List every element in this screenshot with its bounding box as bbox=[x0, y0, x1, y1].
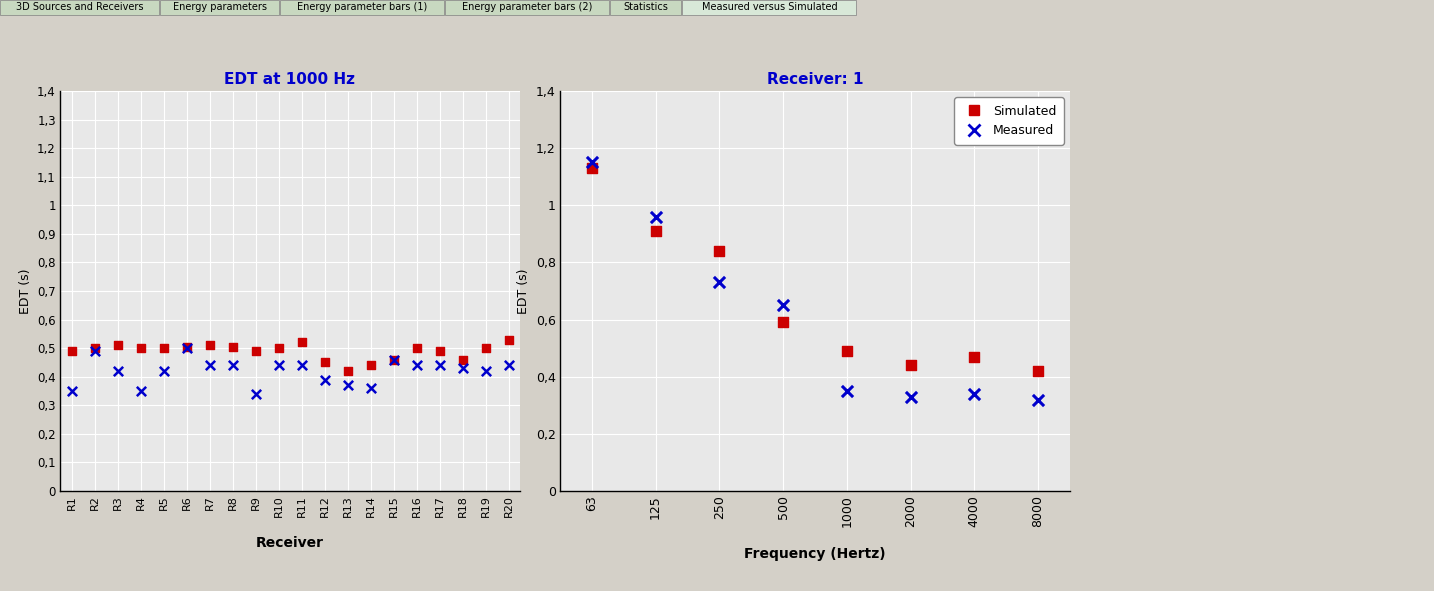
X-axis label: Receiver: Receiver bbox=[257, 537, 324, 550]
Text: Energy parameters: Energy parameters bbox=[174, 2, 267, 12]
Point bbox=[452, 363, 475, 373]
Point bbox=[644, 212, 667, 222]
Point bbox=[358, 361, 381, 370]
Point bbox=[475, 366, 498, 376]
Point bbox=[1027, 395, 1050, 404]
Point bbox=[290, 337, 313, 347]
Point bbox=[498, 335, 521, 345]
Point bbox=[221, 361, 244, 370]
Bar bbox=[445, 0, 608, 15]
Point bbox=[336, 366, 358, 376]
Point bbox=[381, 355, 404, 364]
Point bbox=[198, 361, 221, 370]
Point bbox=[962, 352, 985, 362]
Point bbox=[152, 343, 175, 353]
Point bbox=[404, 343, 427, 353]
Text: Energy parameter bars (2): Energy parameter bars (2) bbox=[462, 2, 592, 12]
Bar bbox=[609, 0, 681, 15]
Point bbox=[336, 381, 358, 390]
Point bbox=[381, 355, 404, 364]
Point bbox=[581, 158, 604, 167]
Point bbox=[475, 343, 498, 353]
Point bbox=[83, 346, 106, 356]
X-axis label: Frequency (Hertz): Frequency (Hertz) bbox=[744, 547, 886, 561]
Bar bbox=[280, 0, 443, 15]
Point bbox=[581, 164, 604, 173]
Point bbox=[771, 301, 794, 310]
Point bbox=[267, 361, 290, 370]
Point bbox=[358, 384, 381, 393]
Point bbox=[771, 318, 794, 327]
Point bbox=[899, 361, 922, 370]
Title: Receiver: 1: Receiver: 1 bbox=[767, 72, 863, 87]
Point bbox=[498, 361, 521, 370]
Y-axis label: EDT (s): EDT (s) bbox=[19, 268, 32, 314]
Point bbox=[427, 346, 450, 356]
Point bbox=[290, 361, 313, 370]
Point bbox=[1027, 366, 1050, 376]
Bar bbox=[0, 0, 159, 15]
Point bbox=[152, 366, 175, 376]
Point bbox=[644, 226, 667, 236]
Point bbox=[106, 366, 129, 376]
Point bbox=[175, 343, 198, 353]
Point bbox=[106, 340, 129, 350]
Point bbox=[899, 392, 922, 401]
Y-axis label: EDT (s): EDT (s) bbox=[518, 268, 531, 314]
Point bbox=[198, 340, 221, 350]
Text: Statistics: Statistics bbox=[624, 2, 668, 12]
Point bbox=[313, 375, 336, 384]
Point bbox=[60, 387, 83, 396]
Point bbox=[244, 389, 267, 398]
Point bbox=[427, 361, 450, 370]
Point bbox=[129, 343, 152, 353]
Point bbox=[708, 246, 731, 256]
Title: EDT at 1000 Hz: EDT at 1000 Hz bbox=[225, 72, 356, 87]
Point bbox=[404, 361, 427, 370]
Point bbox=[452, 355, 475, 364]
Point bbox=[836, 346, 859, 356]
Point bbox=[244, 346, 267, 356]
Point bbox=[129, 387, 152, 396]
Point bbox=[313, 358, 336, 367]
Text: Measured versus Simulated: Measured versus Simulated bbox=[701, 2, 837, 12]
Point bbox=[175, 342, 198, 352]
Text: 3D Sources and Receivers: 3D Sources and Receivers bbox=[16, 2, 143, 12]
Bar bbox=[161, 0, 278, 15]
Point bbox=[83, 343, 106, 353]
Point bbox=[221, 342, 244, 352]
Point bbox=[267, 343, 290, 353]
Point bbox=[836, 387, 859, 396]
Point bbox=[708, 278, 731, 287]
Text: Energy parameter bars (1): Energy parameter bars (1) bbox=[297, 2, 427, 12]
Legend: Simulated, Measured: Simulated, Measured bbox=[954, 98, 1064, 145]
Point bbox=[962, 389, 985, 398]
Bar bbox=[683, 0, 856, 15]
Point bbox=[60, 346, 83, 356]
